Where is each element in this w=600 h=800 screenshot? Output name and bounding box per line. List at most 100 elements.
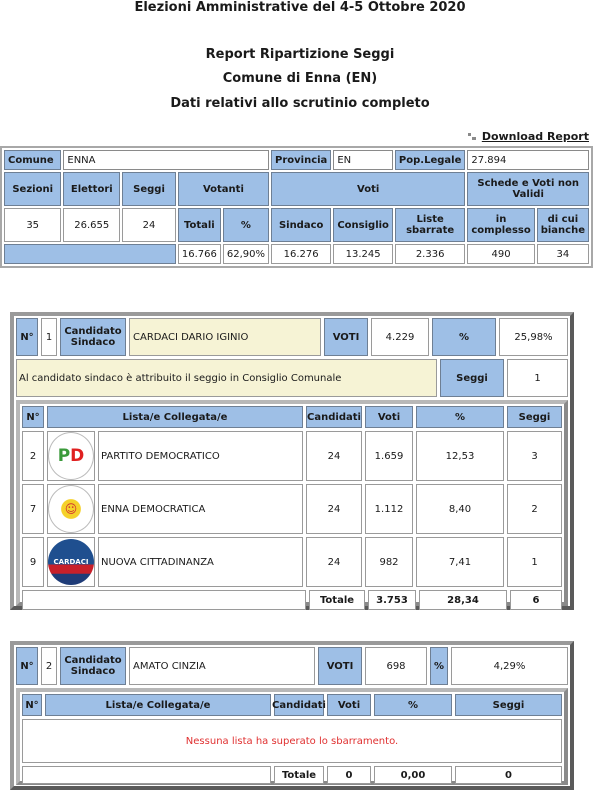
totale-perc: 28,34 [419,590,507,610]
in-complesso-header: in complesso [467,208,535,242]
votanti-header: Votanti [177,172,269,206]
lists-candidati-header: Candidati [306,406,362,428]
linked-lists-table: N° Lista/e Collegata/e Candidati Voti % … [16,688,568,785]
votanti-totali-value: 16.766 [177,244,221,264]
totale-spacer [22,766,271,784]
cand-label: Candidato Sindaco [60,318,126,356]
voti-value: 4.229 [371,318,429,356]
sezioni-value: 35 [4,208,62,242]
lists-seggi-header: Seggi [507,406,562,428]
seggi-value: 24 [122,208,176,242]
cand-n-label: N° [16,318,38,356]
enna-democratica-logo-icon: ☺ [48,485,94,533]
summary-table: Comune ENNA Provincia EN Pop.Legale 27.8… [0,146,593,268]
provincia-label: Provincia [271,150,332,170]
voti-consiglio-header: Consiglio [333,208,393,242]
list-perc: 12,53 [416,431,504,481]
elettori-value: 26.655 [63,208,121,242]
comune-label: Comune [4,150,62,170]
list-candidati: 24 [306,484,362,534]
cand-label: Candidato Sindaco [60,647,126,685]
provincia-value: EN [333,150,393,170]
data-status-title: Dati relativi allo scrutinio completo [170,96,430,111]
seggi-label: Seggi [440,359,504,397]
totale-row: Totale 0 0,00 0 [22,766,562,784]
perc-label: % [430,647,448,685]
list-seggi: 3 [507,431,562,481]
download-icon [467,133,478,141]
list-name: NUOVA CITTADINANZA [98,537,303,587]
totale-voti: 3.753 [368,590,416,610]
pop-legale-value: 27.894 [467,150,589,170]
totale-voti: 0 [327,766,371,784]
totale-spacer [22,590,306,610]
cand-n-label: N° [16,647,38,685]
voti-sindaco-value: 16.276 [271,244,332,264]
report-title: Report Ripartizione Seggi [205,47,395,62]
totale-row: Totale 3.753 28,34 6 [22,590,562,610]
perc-label: % [432,318,496,356]
candidate-panel-1: N° 1 Candidato Sindaco CARDACI DARIO IGI… [10,312,574,610]
download-report[interactable]: Download Report [467,130,589,143]
list-perc: 7,41 [416,537,504,587]
lists-name-header: Lista/e Collegata/e [47,406,303,428]
list-logo-cell: CARDACI [47,537,95,587]
no-lists-message: Nessuna lista ha superato lo sbarramento… [22,719,562,763]
cardaci-logo-icon: CARDACI [48,539,94,585]
cand-n-value: 1 [41,318,57,356]
seggi-value: 1 [507,359,568,397]
seat-attribution-note: Al candidato sindaco è attribuito il seg… [16,359,437,397]
pop-legale-label: Pop.Legale [394,150,466,170]
voti-sindaco-header: Sindaco [271,208,332,242]
list-candidati: 24 [306,537,362,587]
candidate-name: CARDACI DARIO IGINIO [129,318,321,356]
liste-sbarrate-header: Liste sbarrate [394,208,466,242]
totale-seggi: 6 [510,590,562,610]
list-row: 9 CARDACI NUOVA CITTADINANZA 24 982 7,41… [22,537,562,587]
voti-header: Voti [271,172,466,206]
voti-label: VOTI [318,647,362,685]
lists-seggi-header: Seggi [455,694,562,716]
votanti-perc-value: 62,90% [222,244,269,264]
list-perc: 8,40 [416,484,504,534]
cardaci-logo-text: CARDACI [53,558,89,566]
comune-title: Comune di Enna (EN) [222,71,378,86]
in-complesso-value: 490 [467,244,535,264]
download-report-link[interactable]: Download Report [481,130,589,143]
totale-perc: 0,00 [374,766,452,784]
lists-perc-header: % [416,406,504,428]
di-cui-bianche-header: di cui bianche [536,208,589,242]
list-voti: 982 [365,537,413,587]
candidate-name: AMATO CINZIA [129,647,315,685]
non-validi-header: Schede e Voti non Validi [467,172,589,206]
list-n: 7 [22,484,44,534]
lists-voti-header: Voti [365,406,413,428]
votanti-perc-header: % [222,208,269,242]
list-logo-cell: ☺ [47,484,95,534]
voti-label: VOTI [324,318,368,356]
list-voti: 1.112 [365,484,413,534]
di-cui-bianche-value: 34 [536,244,589,264]
list-candidati: 24 [306,431,362,481]
candidate-panel-2: N° 2 Candidato Sindaco AMATO CINZIA VOTI… [10,641,574,790]
seggi-header: Seggi [122,172,176,206]
totale-label: Totale [274,766,324,784]
cand-n-value: 2 [41,647,57,685]
lists-perc-header: % [374,694,452,716]
summary-spacer [4,244,176,264]
elettori-header: Elettori [63,172,121,206]
lists-name-header: Lista/e Collegata/e [45,694,271,716]
lists-n-header: N° [22,406,44,428]
perc-value: 25,98% [499,318,568,356]
voti-consiglio-value: 13.245 [333,244,393,264]
election-title: Elezioni Amministrative del 4-5 Ottobre … [134,0,466,15]
list-n: 9 [22,537,44,587]
linked-lists-table: N° Lista/e Collegata/e Candidati Voti % … [16,400,568,610]
list-name: ENNA DEMOCRATICA [98,484,303,534]
votanti-totali-header: Totali [177,208,221,242]
sezioni-header: Sezioni [4,172,62,206]
totale-label: Totale [309,590,365,610]
